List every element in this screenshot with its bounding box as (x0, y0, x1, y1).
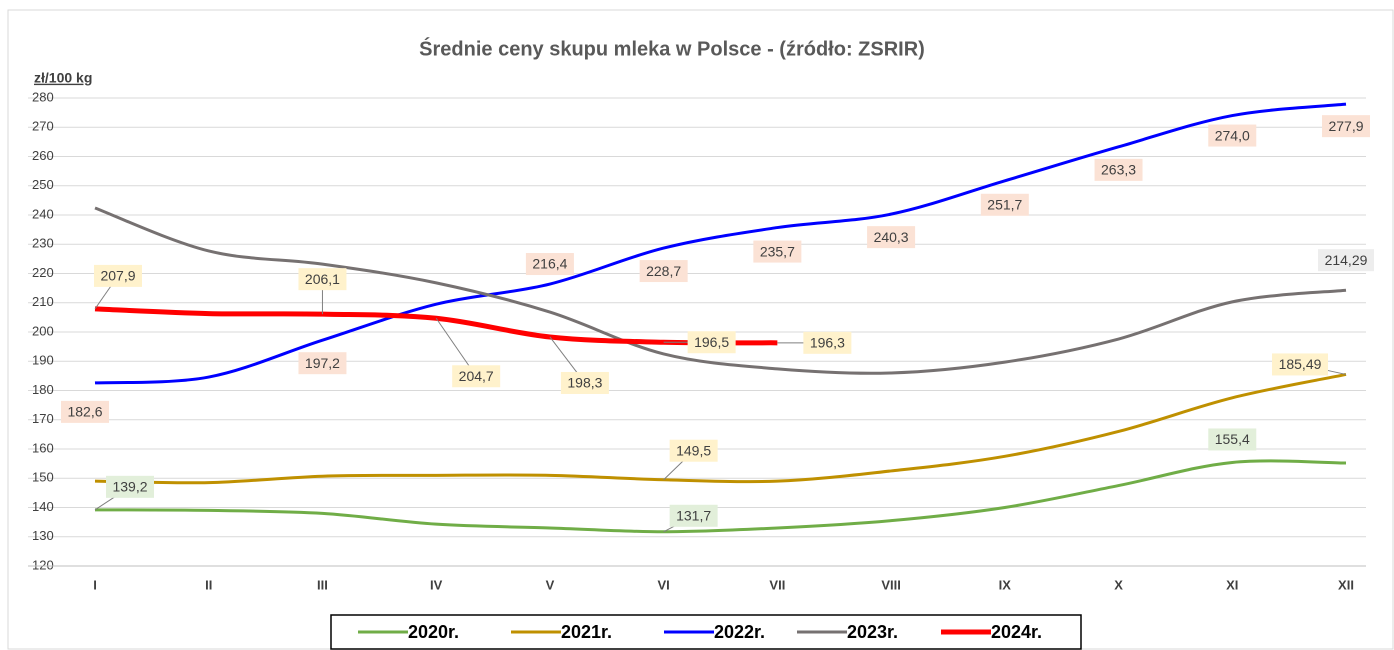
data-label: 131,7 (676, 507, 711, 523)
data-label: 198,3 (567, 375, 602, 391)
data-label: 139,2 (112, 479, 147, 495)
series-line (94, 206, 1347, 375)
x-tick-label: III (317, 577, 328, 592)
x-tick-label: IX (999, 577, 1012, 592)
legend-label: 2023r. (847, 622, 898, 642)
y-tick-label: 160 (32, 440, 54, 455)
data-label: 149,5 (676, 442, 711, 458)
legend-label: 2022r. (714, 622, 765, 642)
data-label: 207,9 (100, 268, 135, 284)
data-label: 216,4 (532, 256, 567, 272)
y-tick-label: 170 (32, 411, 54, 426)
y-tick-label: 200 (32, 323, 54, 338)
data-label: 204,7 (459, 368, 494, 384)
data-label-bg (106, 475, 154, 498)
y-tick-label: 230 (32, 236, 54, 251)
data-label: 277,9 (1328, 118, 1363, 134)
data-label-bg (560, 371, 609, 394)
data-label: 274,0 (1215, 127, 1250, 143)
data-label: 240,3 (874, 229, 909, 245)
data-label: 228,7 (646, 263, 681, 279)
data-label: 251,7 (987, 196, 1022, 212)
y-tick-label: 220 (32, 265, 54, 280)
y-axis-label: zł/100 kg (34, 70, 92, 86)
series-line (94, 459, 1347, 534)
chart-frame (7, 9, 1394, 650)
y-tick-label: 130 (32, 528, 54, 543)
data-label-bg (1208, 428, 1257, 451)
data-label-bg (298, 268, 347, 291)
data-label-bg (639, 260, 688, 283)
data-label: 214,29 (1325, 252, 1368, 268)
y-tick-label: 280 (32, 89, 54, 104)
data-label: 206,1 (305, 271, 340, 287)
data-label-bg (669, 439, 718, 462)
y-tick-label: 150 (32, 470, 54, 485)
y-tick-label: 270 (32, 119, 54, 134)
y-tick-label: 260 (32, 148, 54, 163)
y-tick-label: 250 (32, 177, 54, 192)
series-line (94, 102, 1347, 385)
y-tick-label: 190 (32, 353, 54, 368)
legend-label: 2024r. (991, 622, 1042, 642)
y-tick-label: 140 (32, 499, 54, 514)
data-label: 197,2 (305, 355, 340, 371)
data-label-bg (1208, 124, 1257, 147)
x-tick-label: I (93, 577, 97, 592)
data-label-bg (980, 193, 1029, 216)
y-tick-label: 120 (32, 557, 54, 572)
x-tick-label: VI (657, 577, 669, 592)
data-label: 196,3 (810, 335, 845, 351)
x-tick-label: VIII (881, 577, 901, 592)
series-line (94, 372, 1347, 485)
x-tick-label: XI (1226, 577, 1238, 592)
x-tick-label: II (205, 577, 212, 592)
data-label-bg (753, 240, 802, 263)
legend-label: 2021r. (561, 622, 612, 642)
data-label-bg (867, 226, 916, 249)
data-label: 185,49 (1279, 356, 1322, 372)
data-label-bg (669, 504, 718, 527)
data-label-bg (94, 264, 142, 287)
data-label-bg (61, 400, 109, 423)
data-label: 235,7 (760, 243, 795, 259)
data-label: 155,4 (1215, 431, 1250, 447)
data-label: 182,6 (67, 404, 102, 420)
data-label-bg (525, 253, 574, 276)
data-label-bg (1094, 158, 1143, 181)
data-label-bg (452, 365, 501, 388)
data-label-bg (1318, 249, 1374, 272)
data-label: 263,3 (1101, 162, 1136, 178)
x-tick-label: VII (769, 577, 785, 592)
data-label-bg (687, 331, 736, 354)
x-tick-label: X (1114, 577, 1123, 592)
data-label-bg (803, 331, 852, 354)
data-label: 196,5 (694, 334, 729, 350)
data-label-bg (1272, 353, 1328, 376)
y-tick-label: 240 (32, 206, 54, 221)
chart-title: Średnie ceny skupu mleka w Polsce - (źró… (419, 36, 925, 60)
x-tick-label: IV (430, 577, 443, 592)
y-tick-label: 180 (32, 382, 54, 397)
data-label-bg (1322, 115, 1370, 138)
x-tick-label: XII (1338, 577, 1354, 592)
legend-label: 2020r. (408, 622, 459, 642)
x-tick-label: V (546, 577, 555, 592)
data-label-bg (298, 352, 347, 375)
y-tick-label: 210 (32, 294, 54, 309)
